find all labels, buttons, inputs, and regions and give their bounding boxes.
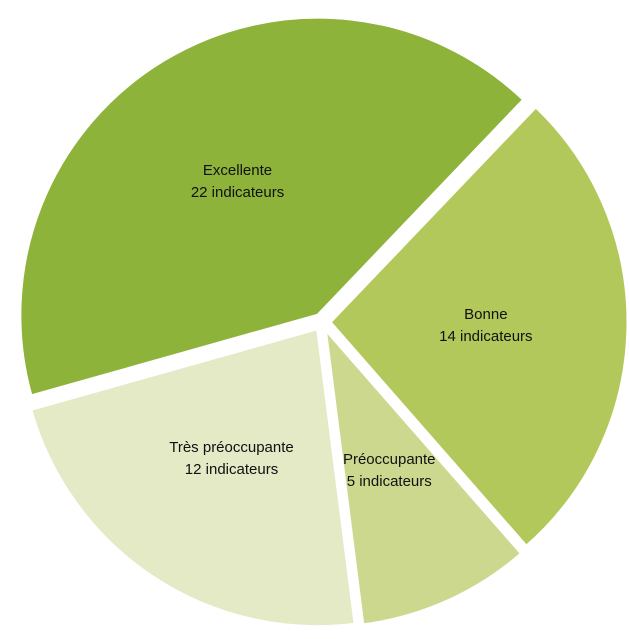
pie-slice xyxy=(327,104,629,549)
pie-slice xyxy=(18,15,526,398)
value-label: 5 indicateurs xyxy=(346,473,432,491)
category-label: Préoccupante xyxy=(342,451,436,469)
value-label: 14 indicateurs xyxy=(439,327,533,345)
value-label: 22 indicateurs xyxy=(190,183,285,201)
pie-slice xyxy=(323,324,524,627)
value-label: 12 indicateurs xyxy=(184,460,279,478)
category-label: Excellente xyxy=(202,161,273,179)
category-label: Très préoccupante xyxy=(169,438,294,456)
pie-slice xyxy=(28,326,357,629)
slice-label: Préoccupante 5 indicateurs xyxy=(324,449,454,493)
slice-label: Excellente 22 indicateurs xyxy=(173,160,303,204)
slice-label: Très préoccupante 12 indicateurs xyxy=(167,437,297,481)
category-label: Bonne xyxy=(464,305,508,323)
slice-label: Bonne 14 indicateurs xyxy=(421,304,551,348)
